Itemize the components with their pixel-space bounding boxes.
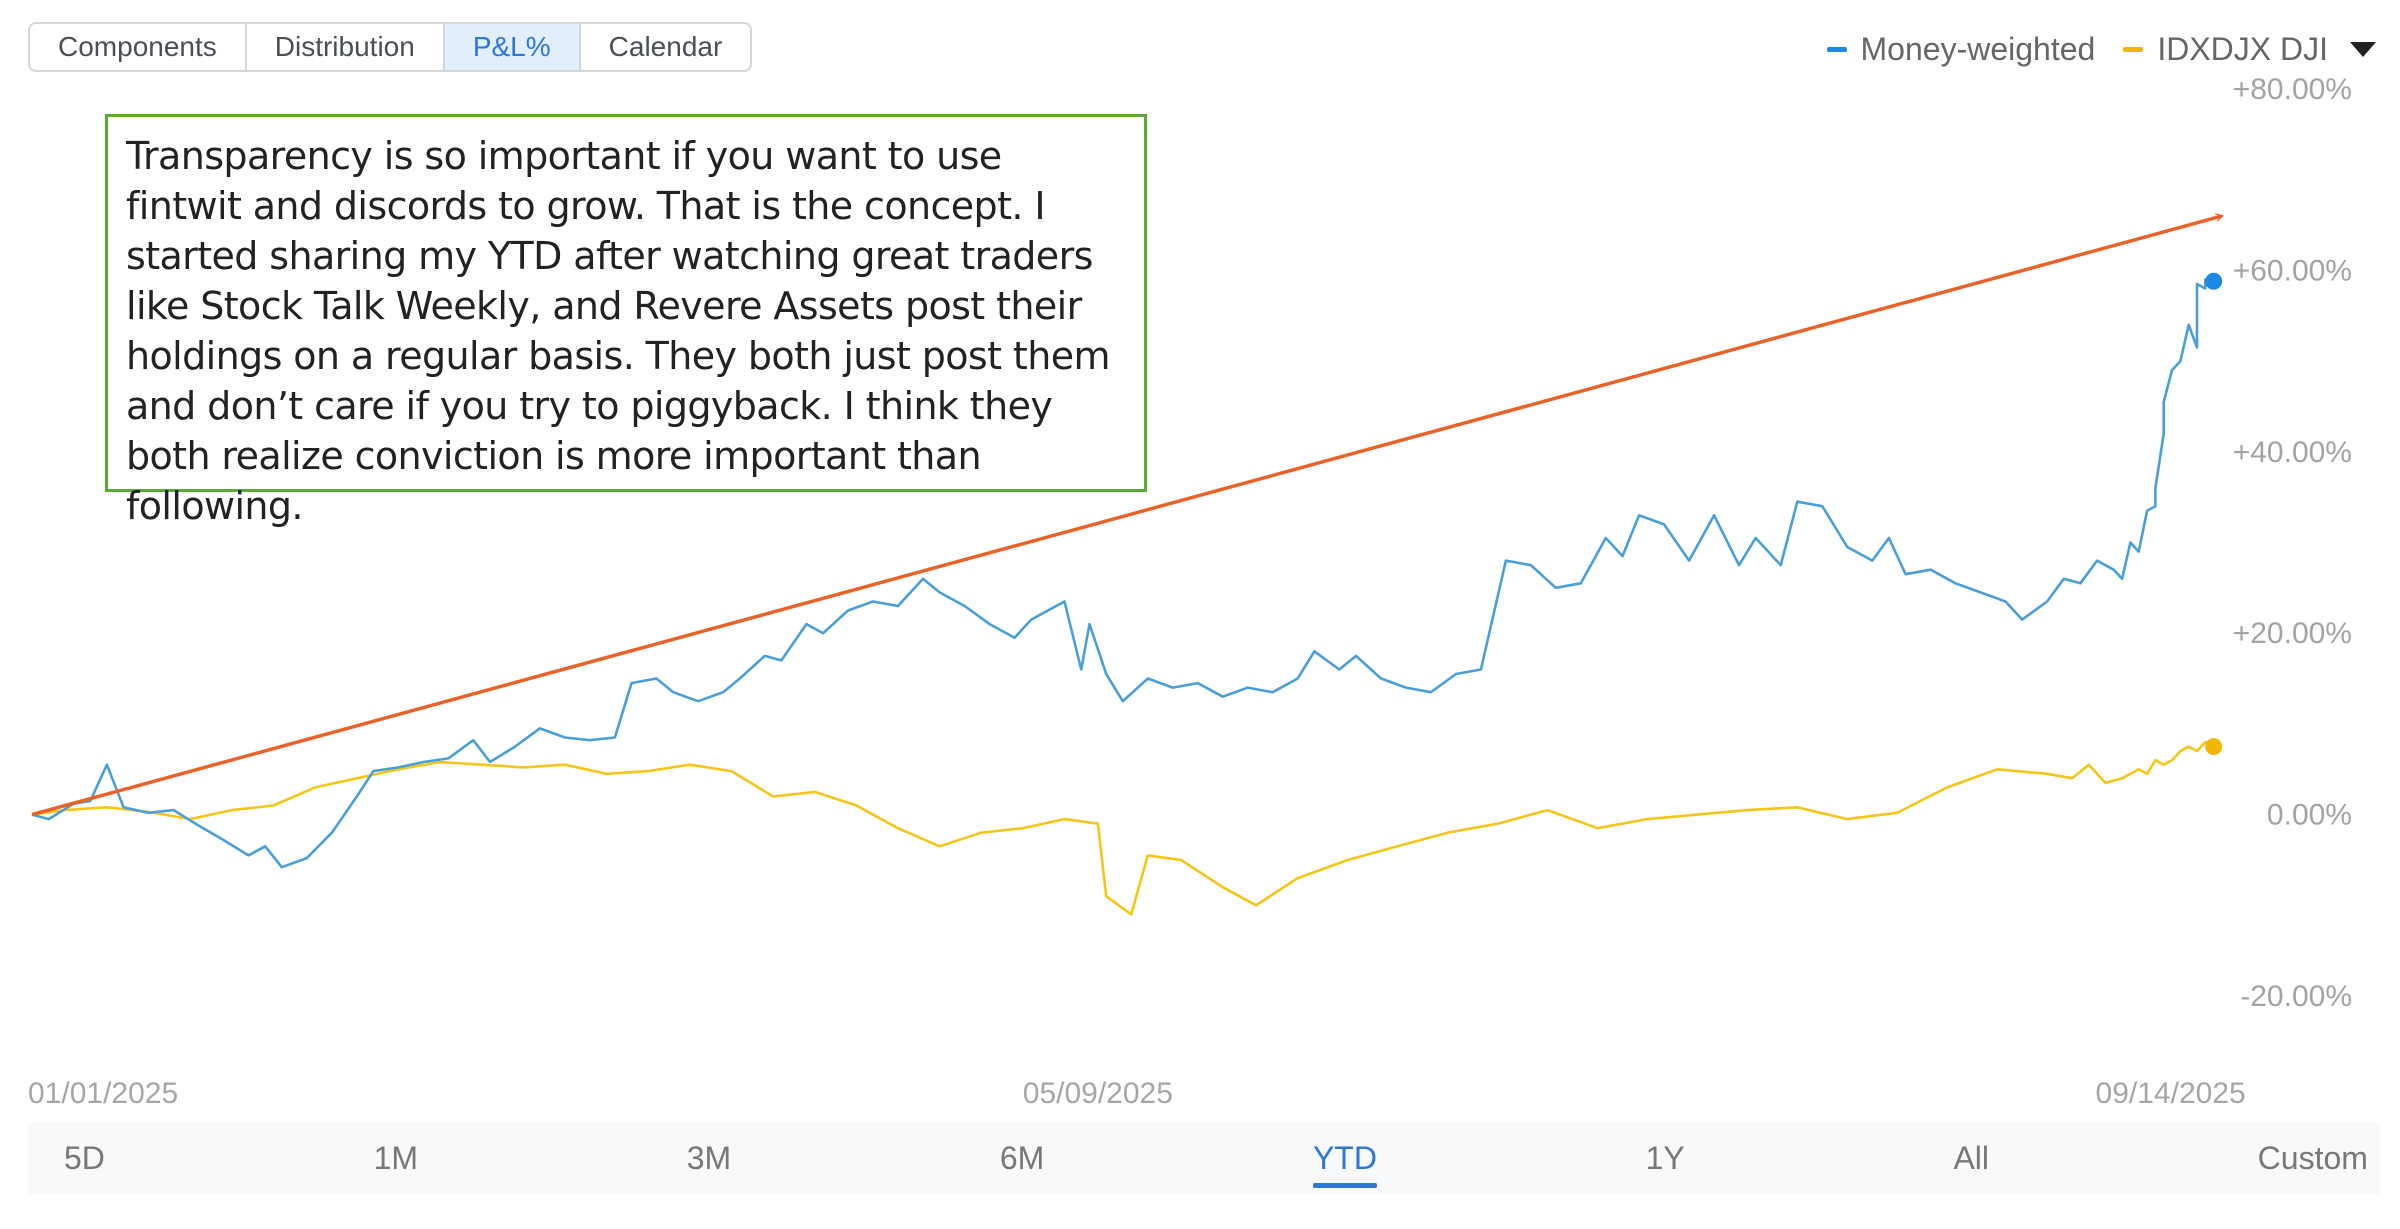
range-1m-button[interactable]: 1M [373, 1139, 419, 1176]
legend-item-benchmark[interactable]: IDXDJX DJI [2123, 31, 2328, 68]
legend-item-money-weighted[interactable]: Money-weighted [1826, 30, 2096, 68]
range-all-button[interactable]: All [1953, 1139, 1989, 1176]
range-3m-button[interactable]: 3M [686, 1139, 732, 1176]
range-ytd-button[interactable]: YTD [1312, 1122, 1377, 1194]
tab-components[interactable]: Components [30, 24, 247, 70]
y-tick-label: +40.00% [2233, 436, 2352, 469]
tab-calendar[interactable]: Calendar [608, 31, 723, 62]
chart-tabs: Components Distribution P&L% Calendar [28, 22, 753, 72]
series-layer [31, 272, 2223, 916]
range-1y-button[interactable]: 1Y [1645, 1139, 1685, 1176]
y-tick-label: +80.00% [2233, 73, 2352, 106]
y-tick-label: +60.00% [2233, 254, 2352, 287]
annotation-layer [31, 216, 2222, 817]
y-tick-label: 0.00% [2267, 799, 2352, 832]
legend-swatch-money-weighted [1826, 46, 1847, 52]
chart-legend: Money-weighted IDXDJX DJI [1826, 26, 2376, 72]
legend-label-money-weighted: Money-weighted [1860, 30, 2096, 67]
y-tick-label: -20.00% [2240, 980, 2352, 1013]
series-line-benchmark [31, 740, 2215, 916]
legend-swatch-benchmark [2123, 46, 2144, 52]
trend-arrow [31, 216, 2222, 817]
x-tick-label: 01/01/2025 [28, 1077, 178, 1110]
y-axis-ticks: +80.00% +60.00% +40.00% +20.00% 0.00% -20.00% [2233, 73, 2352, 1013]
pl-chart: +80.00% +60.00% +40.00% +20.00% 0.00% -20.00%… [28, 73, 2352, 1110]
x-axis-ticks: 01/01/2025 05/09/2025 09/14/2025 [28, 1077, 2246, 1110]
series-end-point-money-weighted [2205, 272, 2223, 290]
tab-distribution[interactable]: Distribution [247, 24, 445, 70]
x-tick-label: 09/14/2025 [2096, 1077, 2246, 1110]
legend-dropdown-caret-icon[interactable] [2350, 41, 2376, 57]
range-5d-button[interactable]: 5D [64, 1139, 105, 1176]
range-selector: 5D 1M 3M 6M YTD 1Y All Custom [28, 1122, 2380, 1194]
annotation-text-box: Transparency is so important if you want… [105, 114, 1147, 528]
legend-label-benchmark: IDXDJX DJI [2157, 30, 2328, 67]
tab-pl-percent[interactable]: P&L% [444, 24, 581, 70]
series-end-point-benchmark [2205, 738, 2223, 756]
y-tick-label: +20.00% [2233, 617, 2352, 650]
range-6m-button[interactable]: 6M [999, 1139, 1045, 1176]
series-line-money-weighted [31, 278, 2214, 869]
x-tick-label: 05/09/2025 [1023, 1077, 1173, 1110]
range-custom-button[interactable]: Custom [2257, 1139, 2368, 1176]
